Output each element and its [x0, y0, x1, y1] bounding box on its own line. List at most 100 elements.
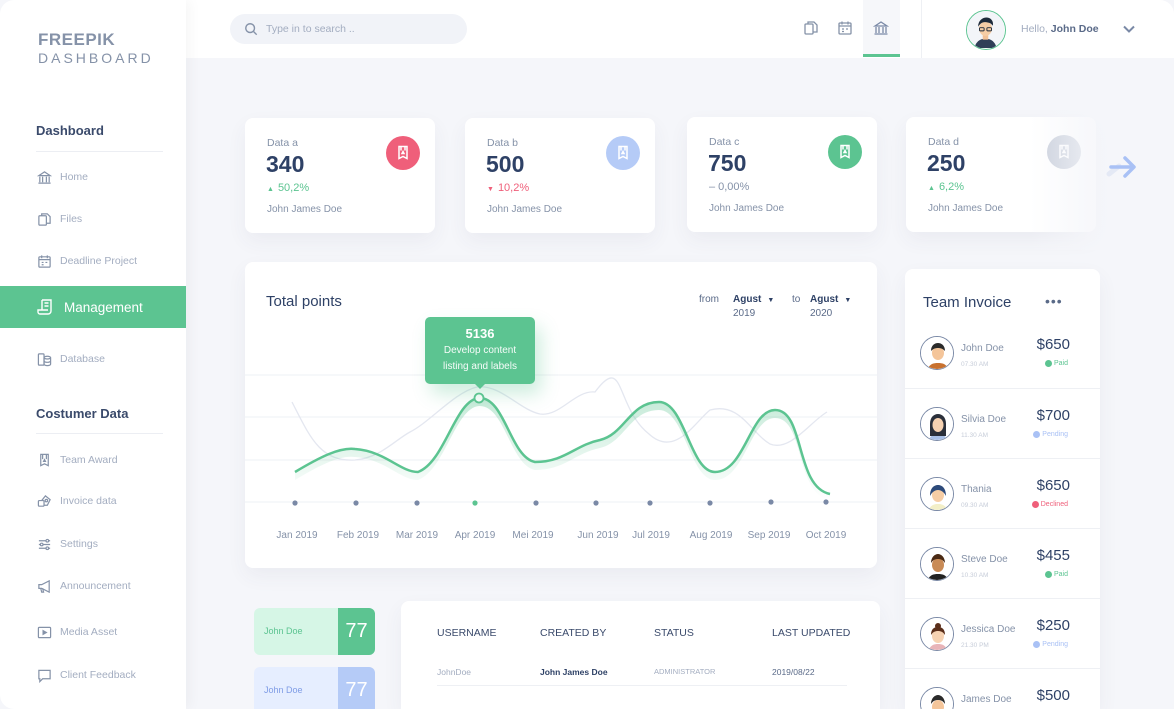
arrow-right-icon[interactable]	[1105, 152, 1141, 182]
sidebar-item-client-feedback[interactable]: Client Feedback	[36, 665, 136, 685]
stat-owner: John James Doe	[487, 204, 563, 215]
bank-icon	[36, 169, 52, 185]
more-options-icon[interactable]: •••	[1045, 293, 1063, 309]
stat-card-data-a[interactable]: Data a 340 ▲ 50,2% John James Doe	[245, 118, 435, 233]
chart-tooltip: 5136 Develop content listing and labels	[425, 317, 535, 389]
invoice-row[interactable]: Jessica Doe 21.30 PM $250 Pending	[905, 598, 1100, 668]
sidebar-item-media-asset[interactable]: Media Asset	[36, 622, 117, 642]
stat-change: –0,00%	[709, 181, 750, 193]
mini-score-card[interactable]: John Doe 77	[254, 667, 375, 709]
range-to: to	[792, 294, 801, 305]
sidebar-item-team-award[interactable]: Team Award	[36, 450, 118, 470]
x-axis-label: Jun 2019	[577, 530, 619, 541]
status-badge: Pending	[1033, 431, 1068, 438]
total-points-chart-card: Total points from Agust ▼ 2019 to Agust ▼ …	[245, 262, 877, 568]
header-calendar-button[interactable]	[837, 20, 855, 38]
sidebar-item-announcement[interactable]: Announcement	[36, 576, 131, 596]
invoice-name: Thania	[961, 484, 992, 495]
search-input[interactable]	[266, 23, 446, 35]
bank-icon	[872, 21, 890, 35]
sidebar-item-management[interactable]: Management	[0, 286, 186, 328]
video-icon	[36, 624, 52, 640]
check-circle-icon	[1044, 360, 1052, 367]
triangle-up-icon: ▲	[267, 186, 274, 193]
sidebar-item-deadline-project[interactable]: Deadline Project	[36, 251, 137, 271]
dash-icon: –	[709, 181, 716, 193]
column-header-username[interactable]: USERNAME	[437, 627, 497, 639]
files-icon	[36, 211, 52, 227]
money-icon	[36, 493, 52, 509]
sidebar-item-label: Team Award	[60, 454, 118, 466]
invoice-amount: $700	[1036, 407, 1070, 424]
tooltip-value: 5136	[465, 326, 495, 341]
x-axis-label: Apr 2019	[454, 530, 496, 541]
stat-card-data-b[interactable]: Data b 500 ▼ 10,2% John James Doe	[465, 118, 655, 233]
x-axis-label: Oct 2019	[805, 530, 847, 541]
stat-card-data-d[interactable]: Data d 250 ▲ 6,2% John James Doe	[906, 117, 1096, 232]
award-badge	[386, 136, 420, 170]
row-divider	[437, 685, 847, 686]
mini-card-name: John Doe	[264, 685, 303, 695]
sidebar-item-label: Home	[60, 171, 89, 183]
pending-dot-icon	[1033, 641, 1041, 648]
search-icon	[245, 23, 258, 36]
column-header-status[interactable]: STATUS	[654, 627, 694, 639]
top-header: Hello, John Doe	[186, 0, 1174, 58]
team-invoice-panel: Team Invoice ••• John Doe 07.30 AM $650 …	[905, 269, 1100, 709]
stat-owner: John James Doe	[709, 203, 785, 214]
stat-owner: John James Doe	[267, 204, 343, 215]
divider	[36, 433, 163, 434]
avatar	[920, 617, 954, 651]
sidebar-item-home[interactable]: Home	[36, 167, 88, 187]
invoice-amount: $250	[1036, 617, 1070, 634]
divider	[36, 151, 163, 152]
active-tab-indicator	[863, 54, 900, 57]
logo-line1: FREEPIK	[38, 30, 116, 49]
invoice-row[interactable]: James Doe $500	[905, 668, 1100, 709]
chevron-down-icon[interactable]	[1122, 22, 1136, 36]
column-header-created-by[interactable]: CREATED BY	[540, 627, 607, 639]
invoice-time: 21.30 PM	[961, 642, 989, 649]
search-bar[interactable]	[230, 14, 467, 44]
caret-down-icon: ▼	[767, 297, 775, 304]
triangle-down-icon: ▼	[487, 186, 494, 193]
sidebar-item-label: Announcement	[60, 580, 131, 592]
sidebar-item-invoice-data[interactable]: Invoice data	[36, 491, 117, 511]
sidebar-item-label: Deadline Project	[60, 255, 138, 267]
sidebar-item-label: Settings	[60, 538, 98, 550]
column-header-last-updated[interactable]: LAST UPDATED	[772, 627, 851, 639]
mini-card-value: 77	[338, 608, 375, 655]
invoice-row[interactable]: Silvia Doe 11.30 AM $700 Pending	[905, 388, 1100, 458]
files-icon	[804, 21, 818, 35]
invoice-row[interactable]: Steve Doe 10.30 AM $455 Paid	[905, 528, 1100, 598]
mini-score-card[interactable]: John Doe 77	[254, 608, 375, 655]
line-chart	[245, 374, 877, 506]
invoice-amount: $650	[1036, 336, 1070, 353]
pending-dot-icon	[1033, 431, 1041, 438]
to-month-select[interactable]: Agust ▼ 2020	[810, 294, 852, 319]
check-circle-icon	[1044, 571, 1052, 578]
header-files-button[interactable]	[803, 20, 821, 38]
status-badge: Declined	[1031, 501, 1068, 508]
invoice-name: Jessica Doe	[961, 624, 1016, 635]
award-icon	[36, 452, 52, 468]
user-greeting: Hello, John Doe	[1021, 23, 1099, 35]
sidebar-item-settings[interactable]: Settings	[36, 534, 98, 554]
from-month-select[interactable]: Agust ▼ 2019	[733, 294, 775, 319]
sidebar-item-files[interactable]: Files	[36, 209, 82, 229]
invoice-row[interactable]: Thania 09.30 AM $650 Declined	[905, 458, 1100, 528]
stat-label: Data a	[267, 137, 298, 149]
sidebar-item-label: Files	[60, 213, 83, 225]
sidebar-item-database[interactable]: Database	[36, 349, 105, 369]
user-avatar[interactable]	[966, 10, 1006, 50]
award-icon	[618, 145, 628, 160]
header-bank-button[interactable]	[872, 20, 891, 38]
stat-label: Data c	[709, 136, 740, 148]
award-icon	[840, 144, 850, 159]
x-axis-label: Jul 2019	[632, 530, 670, 541]
invoice-row[interactable]: John Doe 07.30 AM $650 Paid	[905, 318, 1100, 388]
stat-card-data-c[interactable]: Data c 750 –0,00% John James Doe	[687, 117, 877, 232]
award-badge	[606, 136, 640, 170]
cell-username: JohnDoe	[437, 667, 472, 677]
